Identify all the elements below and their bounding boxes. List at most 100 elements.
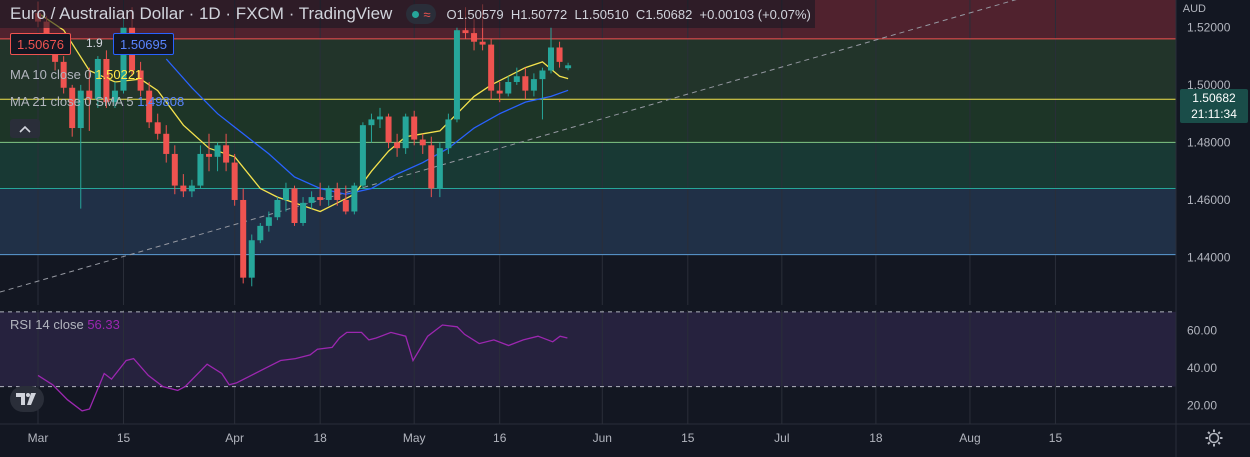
- symbol-title: Euro / Australian Dollar · 1D · FXCM · T…: [10, 4, 393, 23]
- candle-body: [274, 199, 281, 218]
- rsi-legend[interactable]: RSI 14 close 56.33: [10, 317, 120, 332]
- candle-body: [556, 47, 563, 62]
- price-tick-label: 1.46000: [1187, 193, 1231, 207]
- market-open-dot-icon: [412, 10, 420, 18]
- candle-body: [223, 145, 230, 163]
- rsi-value: 56.33: [87, 317, 120, 332]
- market-status-pill[interactable]: ≈: [406, 4, 437, 24]
- chevron-up-icon: [19, 125, 31, 133]
- candle-body: [163, 133, 170, 154]
- candle-body: [308, 197, 315, 203]
- candle-body: [248, 240, 255, 278]
- candle-body: [154, 122, 161, 134]
- candle-body: [368, 119, 375, 126]
- time-tick-label: 18: [313, 431, 327, 445]
- candle-body: [69, 87, 76, 129]
- pane-separator: [0, 305, 1250, 310]
- ma21-value: 1.49808: [137, 94, 185, 109]
- candle-body: [111, 90, 118, 103]
- buy-button[interactable]: 1.50695: [113, 33, 174, 55]
- candle-body: [197, 153, 204, 186]
- currency-label: AUD: [1182, 3, 1206, 15]
- time-tick-label: 15: [681, 431, 695, 445]
- price-zone: [0, 142, 1176, 189]
- sell-button[interactable]: 1.50676: [10, 33, 71, 55]
- candle-body: [171, 153, 178, 186]
- rsi-tick-label: 20.00: [1187, 398, 1217, 412]
- candle-body: [428, 145, 435, 189]
- candle-body: [436, 148, 443, 189]
- candle-body: [265, 217, 272, 226]
- ma21-legend[interactable]: MA 21 close 0 SMA 5 1.49808: [10, 94, 185, 109]
- candle-body: [453, 30, 460, 120]
- time-tick-label: Apr: [225, 431, 244, 445]
- candle-body: [351, 185, 358, 212]
- candle-body: [342, 199, 349, 212]
- rsi-band: [0, 311, 1176, 387]
- time-tick-label: 15: [1049, 431, 1063, 445]
- time-tick-label: May: [403, 431, 426, 445]
- candle-body: [505, 82, 512, 94]
- bar-countdown: 21:11:34: [1191, 107, 1237, 121]
- price-tick-label: 1.50000: [1187, 78, 1231, 92]
- price-axis-bg: [1176, 0, 1250, 457]
- candle-body: [103, 58, 110, 103]
- candle-body: [180, 185, 187, 192]
- time-tick-label: 15: [117, 431, 131, 445]
- candle-body: [419, 139, 426, 146]
- candle-body: [231, 162, 238, 200]
- time-tick-label: 18: [869, 431, 883, 445]
- last-price-badge: 1.50682 21:11:34: [1180, 89, 1248, 123]
- price-tick-label: 1.44000: [1187, 251, 1231, 265]
- ma10-legend[interactable]: MA 10 close 0 1.50221: [10, 67, 143, 82]
- candle-body: [488, 44, 495, 91]
- candle-body: [334, 188, 341, 200]
- candle-body: [522, 76, 529, 91]
- candle-body: [188, 185, 195, 192]
- candle-body: [565, 65, 572, 69]
- candle-body: [513, 76, 520, 83]
- candle-body: [137, 70, 144, 91]
- candle-body: [43, 21, 50, 42]
- price-tick-label: 1.48000: [1187, 135, 1231, 149]
- candle-body: [86, 90, 93, 100]
- last-price: 1.50682: [1192, 91, 1236, 105]
- candle-body: [291, 188, 298, 223]
- rsi-tick-label: 40.00: [1187, 361, 1217, 375]
- time-tick-label: 16: [493, 431, 507, 445]
- tradingview-logo-icon[interactable]: [10, 386, 44, 412]
- candle-body: [60, 61, 67, 88]
- candle-body: [240, 199, 247, 278]
- candle-body: [462, 30, 469, 34]
- candle-body: [282, 188, 289, 200]
- rsi-tick-label: 60.00: [1187, 324, 1217, 338]
- collapse-legend-button[interactable]: [10, 119, 40, 138]
- time-tick-label: Mar: [28, 431, 49, 445]
- candle-body: [300, 202, 307, 223]
- candle-body: [471, 33, 478, 42]
- price-tick-label: 1.52000: [1187, 20, 1231, 34]
- candle-body: [411, 116, 418, 140]
- candle-body: [539, 70, 546, 80]
- candle-body: [548, 47, 554, 71]
- candle-body: [530, 79, 537, 91]
- time-tick-label: Jun: [593, 431, 612, 445]
- rsi-line: [37, 324, 568, 412]
- candle-body: [445, 119, 452, 149]
- candle-body: [257, 225, 264, 241]
- candle-body: [120, 27, 127, 91]
- symbol-header[interactable]: Euro / Australian Dollar · 1D · FXCM · T…: [0, 0, 815, 28]
- candle-body: [385, 116, 392, 143]
- wave-icon: ≈: [423, 6, 431, 22]
- price-zone: [0, 99, 1176, 143]
- time-tick-label: Aug: [959, 431, 980, 445]
- candle-body: [325, 188, 332, 200]
- gear-icon[interactable]: [1204, 428, 1224, 448]
- candle-body: [496, 90, 503, 94]
- candle-body: [394, 142, 401, 149]
- trendline: [0, 0, 1017, 293]
- candle-body: [77, 90, 84, 129]
- candle-body: [402, 116, 409, 149]
- price-zone: [0, 38, 1176, 100]
